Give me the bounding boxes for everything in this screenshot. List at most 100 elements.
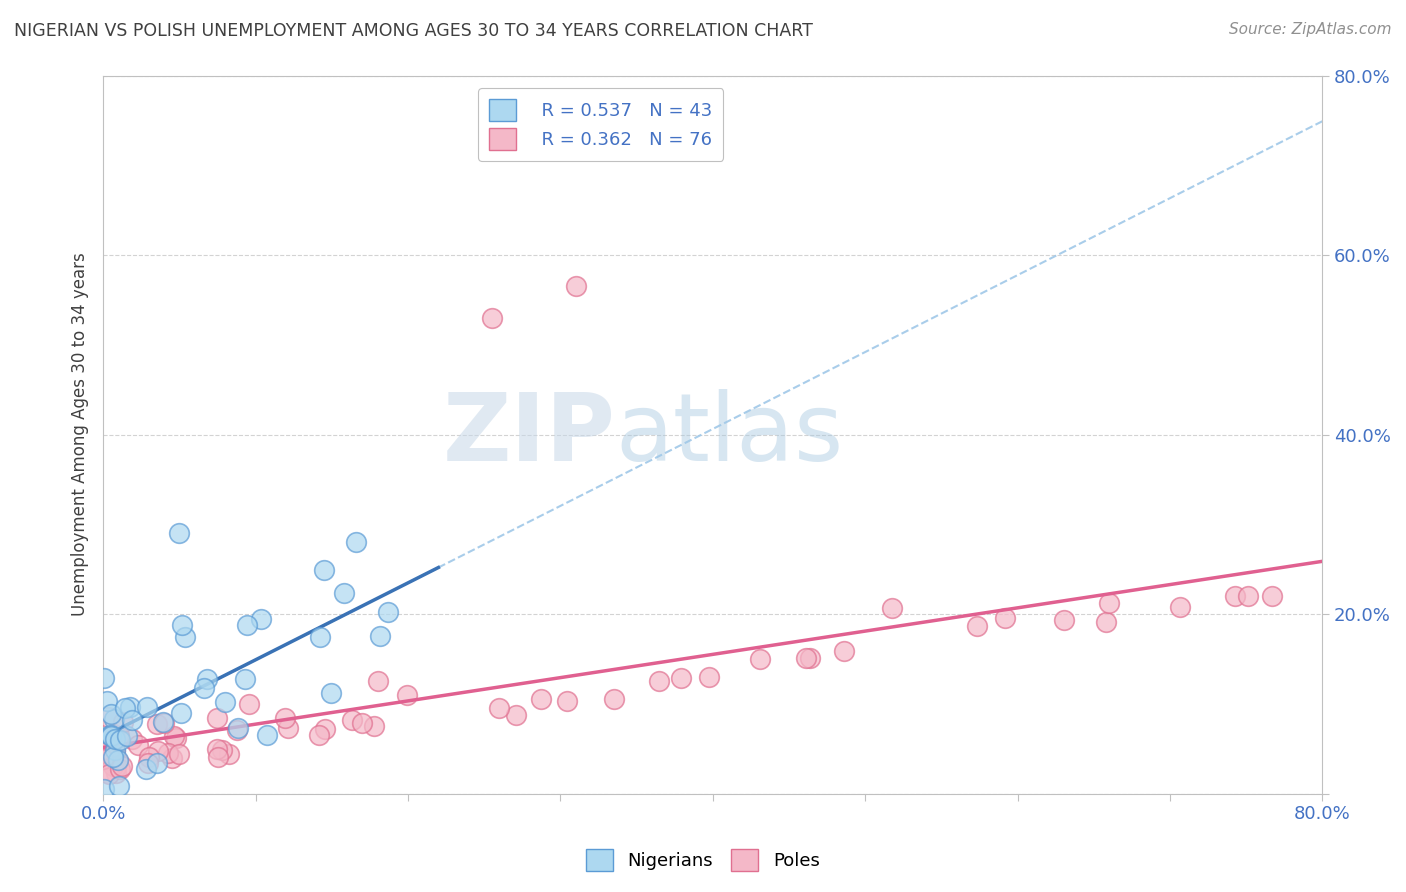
Point (103, 712, 125, 726)
Point (277, 721, 299, 735)
Point (97, 743, 120, 757)
Point (363, 718, 385, 732)
Point (344, 535, 367, 549)
Point (488, 701, 510, 715)
Legend: Nigerians, Poles: Nigerians, Poles (579, 842, 827, 879)
Point (121, 732, 143, 747)
Point (172, 618, 194, 632)
Point (832, 644, 855, 658)
Point (110, 733, 132, 747)
Point (145, 716, 167, 731)
Point (169, 526, 191, 541)
Point (163, 729, 186, 743)
Text: ZIP: ZIP (443, 389, 616, 481)
Point (114, 701, 136, 715)
Point (100, 707, 122, 722)
Point (98, 728, 121, 742)
Point (98, 753, 121, 767)
Point (205, 711, 228, 725)
Point (153, 716, 176, 731)
Point (107, 753, 129, 767)
Point (169, 747, 191, 761)
Point (218, 747, 240, 762)
Point (105, 760, 128, 774)
Point (138, 749, 160, 764)
Point (214, 695, 236, 709)
Point (148, 744, 170, 758)
Text: Source: ZipAtlas.com: Source: ZipAtlas.com (1229, 22, 1392, 37)
Point (555, 694, 578, 708)
Point (1053, 613, 1076, 627)
Point (111, 714, 134, 729)
Point (1260, 589, 1282, 603)
Point (235, 673, 257, 687)
Point (314, 722, 336, 736)
Point (100, 729, 122, 743)
Point (249, 611, 271, 625)
Text: NIGERIAN VS POLISH UNEMPLOYMENT AMONG AGES 30 TO 34 YEARS CORRELATION CHART: NIGERIAN VS POLISH UNEMPLOYMENT AMONG AG… (14, 22, 813, 40)
Point (104, 744, 127, 758)
Point (205, 742, 228, 756)
Point (395, 688, 418, 702)
Point (146, 756, 169, 771)
Point (647, 673, 669, 688)
Point (193, 681, 215, 695)
Point (274, 711, 297, 725)
Point (308, 728, 330, 742)
Point (314, 563, 336, 577)
Point (136, 756, 159, 771)
Point (367, 673, 389, 688)
Point (1236, 589, 1258, 603)
Point (481, 310, 503, 325)
Point (333, 586, 356, 600)
Point (104, 765, 127, 780)
Point (226, 723, 249, 737)
Point (93, 782, 115, 797)
Point (1223, 589, 1246, 603)
Point (195, 673, 218, 687)
Point (966, 619, 988, 633)
Point (110, 762, 132, 776)
Point (207, 749, 229, 764)
Point (100, 728, 122, 742)
Point (127, 738, 149, 752)
Point (342, 713, 364, 727)
Point (93, 672, 115, 686)
Point (603, 692, 626, 706)
Point (108, 729, 131, 743)
Text: atlas: atlas (616, 389, 844, 481)
Point (97, 734, 120, 748)
Point (377, 606, 399, 620)
Point (1168, 600, 1191, 615)
Point (118, 700, 141, 714)
Point (93, 754, 115, 768)
Point (669, 672, 692, 686)
Point (226, 721, 249, 735)
Point (564, 279, 586, 293)
Point (96, 694, 118, 708)
Point (794, 651, 817, 665)
Point (308, 630, 330, 644)
Point (103, 758, 125, 772)
Point (135, 762, 157, 776)
Point (103, 749, 125, 764)
Point (799, 651, 821, 665)
Point (256, 728, 278, 742)
Point (93, 747, 115, 762)
Point (882, 600, 904, 615)
Point (103, 739, 125, 753)
Point (174, 630, 197, 644)
Point (104, 743, 127, 757)
Y-axis label: Unemployment Among Ages 30 to 34 years: Unemployment Among Ages 30 to 34 years (72, 252, 89, 616)
Point (170, 706, 193, 721)
Point (238, 698, 260, 712)
Point (115, 729, 138, 743)
Point (107, 755, 129, 769)
Point (101, 731, 124, 745)
Point (97, 710, 120, 724)
Point (121, 713, 143, 727)
Point (97, 767, 120, 781)
Point (135, 699, 157, 714)
Point (165, 731, 187, 746)
Point (749, 651, 772, 665)
